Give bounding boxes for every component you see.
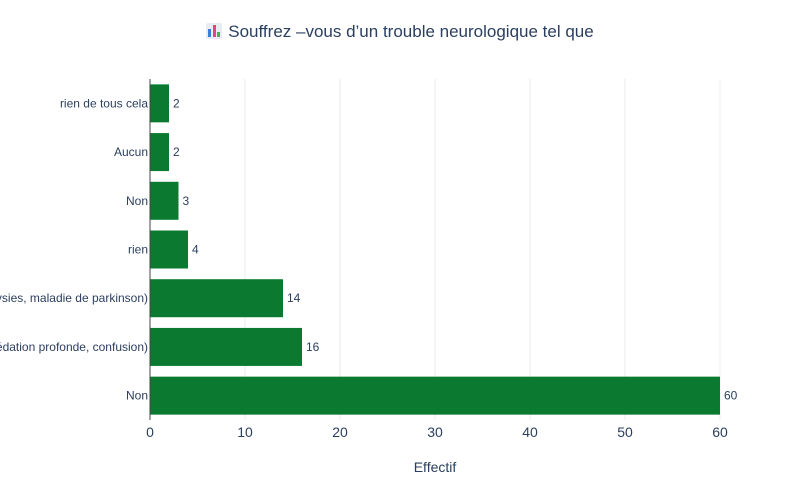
category-label-4: ysies, maladie de parkinson) [0, 291, 148, 305]
x-tick-label-2: 20 [332, 424, 348, 440]
value-label-0: 2 [173, 96, 180, 110]
value-label-6: 60 [724, 389, 738, 403]
value-label-3: 4 [192, 243, 199, 257]
category-label-3: rien [128, 243, 148, 257]
x-tick-label-6: 60 [712, 424, 728, 440]
x-tick-label-5: 50 [617, 424, 633, 440]
x-tick-label-0: 0 [146, 424, 154, 440]
category-label-5: édation profonde, confusion) [0, 340, 148, 354]
x-tick-label-4: 40 [522, 424, 538, 440]
chart-title: Souffrez –vous d’un trouble neurologique… [0, 22, 800, 42]
x-tick-label-1: 10 [237, 424, 253, 440]
bar-0 [150, 84, 169, 123]
value-label-5: 16 [306, 340, 320, 354]
value-label-1: 2 [173, 145, 180, 159]
bar-6 [150, 376, 720, 415]
x-tick-label-3: 30 [427, 424, 443, 440]
bar-4 [150, 279, 283, 318]
value-label-2: 3 [183, 194, 190, 208]
bar-2 [150, 181, 179, 220]
chart-title-text: Souffrez –vous d’un trouble neurologique… [228, 22, 594, 41]
category-label-6: Non [126, 389, 148, 403]
bar-1 [150, 133, 169, 172]
category-label-1: Aucun [114, 145, 148, 159]
value-label-4: 14 [287, 291, 301, 305]
x-axis-title: Effectif [414, 459, 457, 475]
category-label-2: Non [126, 194, 148, 208]
category-label-0: rien de tous cela [60, 96, 148, 110]
bar-3 [150, 230, 188, 269]
bar-chart-icon [206, 23, 223, 39]
bar-5 [150, 327, 302, 366]
